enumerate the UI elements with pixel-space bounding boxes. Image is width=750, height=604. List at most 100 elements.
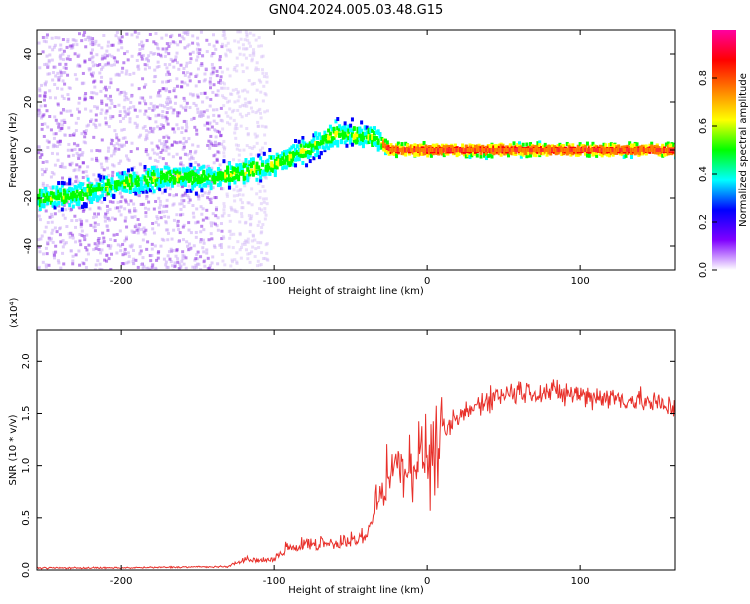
heatmap-noise-cell bbox=[165, 140, 169, 144]
heatmap-noise-cell bbox=[250, 187, 254, 191]
heatmap-noise-cell bbox=[232, 232, 236, 236]
heatmap-noise-cell bbox=[109, 267, 113, 270]
heatmap-noise-cell bbox=[142, 99, 146, 103]
heatmap-noise-cell bbox=[141, 96, 145, 100]
heatmap-noise-cell bbox=[240, 63, 244, 67]
heatmap-noise-cell bbox=[89, 223, 93, 227]
heatmap-noise-cell bbox=[109, 116, 113, 120]
heatmap-noise-cell bbox=[179, 207, 183, 211]
heatmap-noise-cell bbox=[251, 234, 255, 238]
heatmap-peak-cell bbox=[613, 148, 617, 152]
heatmap-cell bbox=[229, 166, 233, 171]
heatmap-cell bbox=[44, 186, 48, 191]
heatmap-cell bbox=[215, 171, 219, 176]
heatmap-noise-cell bbox=[203, 91, 207, 95]
x-tick-label: 100 bbox=[571, 276, 590, 287]
heatmap-cell bbox=[42, 198, 46, 203]
heatmap-noise-cell bbox=[77, 101, 81, 105]
x-tick-label: -200 bbox=[110, 276, 133, 287]
heatmap-noise-cell bbox=[228, 92, 232, 96]
heatmap-noise-cell bbox=[146, 153, 150, 157]
heatmap-cell bbox=[97, 183, 101, 188]
heatmap-cell bbox=[297, 139, 301, 144]
heatmap-noise-cell bbox=[181, 141, 185, 145]
heatmap-noise-cell bbox=[258, 196, 262, 200]
heatmap-noise-cell bbox=[125, 32, 129, 36]
heatmap-noise-cell bbox=[184, 194, 188, 198]
heatmap-cell bbox=[249, 169, 253, 174]
heatmap-noise-cell bbox=[89, 72, 93, 76]
heatmap-cell bbox=[128, 178, 132, 183]
heatmap-cell bbox=[519, 154, 523, 159]
heatmap-noise-cell bbox=[59, 53, 63, 57]
heatmap-cell bbox=[607, 142, 611, 147]
heatmap-cell bbox=[55, 191, 59, 196]
heatmap-noise-cell bbox=[63, 120, 67, 124]
heatmap-cell bbox=[540, 151, 544, 156]
heatmap-noise-cell bbox=[41, 183, 45, 187]
heatmap-noise-cell bbox=[91, 74, 95, 78]
heatmap-peak-cell bbox=[464, 148, 468, 152]
heatmap-noise-cell bbox=[61, 251, 65, 255]
heatmap-noise-cell bbox=[51, 48, 55, 52]
heatmap-noise-cell bbox=[222, 82, 226, 86]
heatmap-noise-cell bbox=[44, 80, 48, 84]
heatmap-noise-cell bbox=[202, 110, 206, 114]
heatmap-noise-cell bbox=[128, 106, 132, 110]
heatmap-noise-cell bbox=[123, 94, 127, 98]
heatmap-noise-cell bbox=[72, 142, 76, 146]
heatmap-cell bbox=[305, 143, 309, 148]
heatmap-cell bbox=[574, 150, 578, 155]
heatmap-cell bbox=[530, 145, 534, 150]
heatmap-noise-cell bbox=[80, 229, 84, 233]
heatmap-noise-cell bbox=[93, 268, 97, 270]
heatmap-noise-cell bbox=[202, 79, 206, 83]
heatmap-noise-cell bbox=[65, 109, 69, 113]
heatmap-peak-cell bbox=[657, 148, 661, 152]
heatmap-cell bbox=[450, 145, 454, 150]
heatmap-noise-cell bbox=[233, 100, 237, 104]
heatmap-noise-cell bbox=[165, 209, 169, 213]
heatmap-cell bbox=[290, 158, 294, 163]
heatmap-noise-cell bbox=[211, 72, 215, 76]
heatmap-cell bbox=[238, 162, 242, 167]
heatmap-cell bbox=[224, 172, 228, 177]
heatmap-cell bbox=[73, 192, 77, 197]
heatmap-noise-cell bbox=[189, 57, 193, 61]
heatmap-cell bbox=[185, 175, 189, 180]
heatmap-noise-cell bbox=[181, 106, 185, 110]
heatmap-cell bbox=[171, 169, 175, 174]
heatmap-noise-cell bbox=[69, 249, 73, 253]
heatmap-cell bbox=[532, 152, 536, 157]
heatmap-cell bbox=[409, 144, 413, 149]
heatmap-peak-cell bbox=[431, 148, 435, 152]
heatmap-cell bbox=[475, 153, 479, 158]
heatmap-cell bbox=[200, 188, 204, 193]
heatmap-noise-cell bbox=[131, 230, 135, 234]
heatmap-noise-cell bbox=[160, 114, 164, 118]
heatmap-noise-cell bbox=[113, 59, 117, 63]
heatmap-cell bbox=[661, 143, 665, 148]
heatmap-noise-cell bbox=[172, 228, 176, 232]
heatmap-cell bbox=[371, 142, 375, 147]
heatmap-noise-cell bbox=[179, 104, 183, 108]
heatmap-noise-cell bbox=[256, 241, 260, 245]
heatmap-noise-cell bbox=[125, 140, 129, 144]
heatmap-noise-cell bbox=[209, 97, 213, 101]
heatmap-noise-cell bbox=[40, 127, 44, 131]
heatmap-cell bbox=[503, 151, 507, 156]
heatmap-noise-cell bbox=[207, 127, 211, 131]
heatmap-noise-cell bbox=[82, 81, 86, 85]
heatmap-noise-cell bbox=[246, 90, 250, 94]
heatmap-cell bbox=[391, 145, 395, 150]
y-tick-label: 0.5 bbox=[21, 510, 32, 526]
heatmap-noise-cell bbox=[230, 258, 234, 262]
heatmap-noise-cell bbox=[42, 39, 46, 43]
heatmap-noise-cell bbox=[147, 54, 151, 58]
heatmap-noise-cell bbox=[251, 245, 255, 249]
heatmap-noise-cell bbox=[242, 170, 246, 174]
heatmap-cell bbox=[266, 167, 270, 172]
heatmap-peak-cell bbox=[462, 148, 466, 152]
heatmap-cell bbox=[55, 202, 59, 207]
heatmap-noise-cell bbox=[158, 89, 162, 93]
